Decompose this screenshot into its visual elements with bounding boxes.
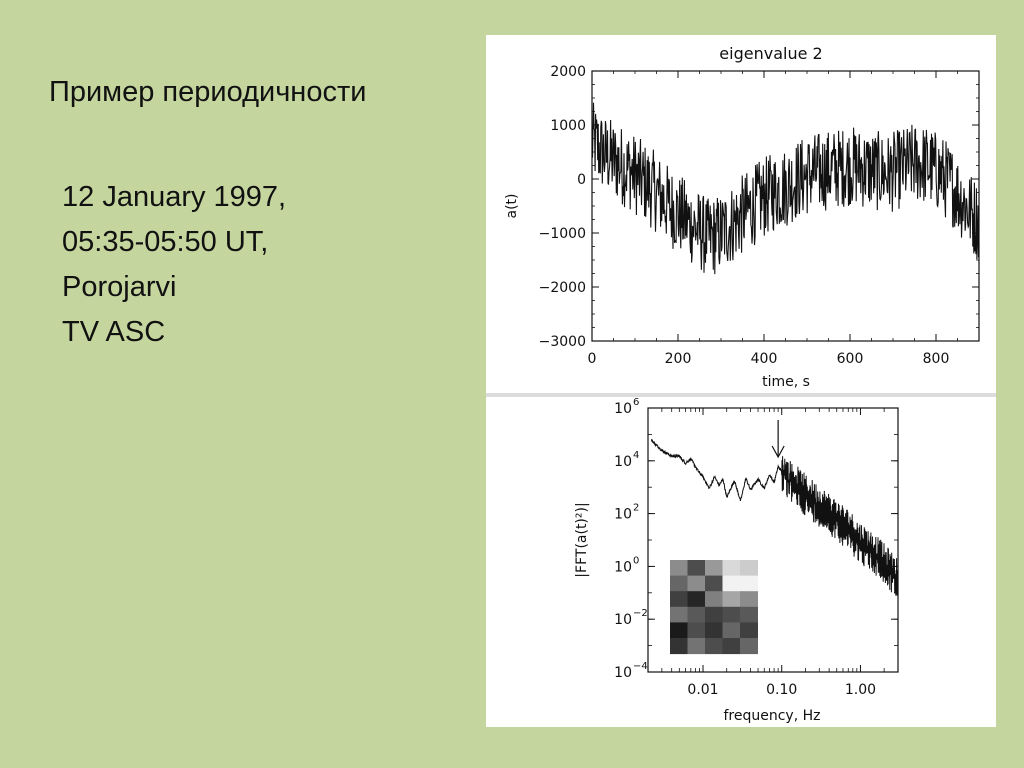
y-tick-label: −2000 [539,280,586,296]
inset-pixel [687,591,706,608]
y-tick-label: −1000 [539,226,586,242]
inset-pixel [722,591,741,608]
x-tick-label: 0.01 [687,682,718,698]
inset-pixel [687,622,706,639]
event-station: Porojarvi [62,271,177,303]
figure-separator [486,393,996,397]
inset-pixel [670,638,688,655]
spectrum-line [650,438,899,596]
event-time-range: 05:35-05:50 UT, [62,226,269,258]
spectrum-xlabel: frequency, Hz [724,708,821,724]
inset-pixel [705,606,723,623]
x-tick-label: 600 [837,351,864,367]
inset-pixel [670,575,688,592]
inset-pixel [722,606,741,623]
y-tick-label: 10 [614,665,632,681]
event-instrument: TV ASC [62,316,166,348]
time-series-ticks [591,70,980,342]
time-series-y-tick-labels: 2000 1000 0 −1000 −2000 −3000 [539,64,586,350]
inset-pixel [687,575,706,592]
y-tick-label: 1000 [550,118,586,134]
inset-pixel [722,560,741,577]
inset-pixel [687,560,706,577]
inset-pixel [705,591,723,608]
time-series-xlabel: time, s [762,374,810,390]
time-series-ylabel: a(t) [504,194,520,219]
inset-pixel [670,591,688,608]
inset-pixel [670,622,688,639]
y-tick-label: 2000 [550,64,586,80]
spectrum-ticks [648,407,898,673]
inset-pixel [740,575,758,592]
peak-arrow-head [771,445,785,459]
inset-pixel [705,622,723,639]
time-series-title: eigenvalue 2 [719,44,822,63]
slide-title: Пример периодичности [49,76,367,108]
y-tick-exponent: 6 [633,397,639,408]
inset-pixel [722,638,741,655]
inset-pixel [740,560,758,577]
y-tick-exponent: −4 [633,661,648,672]
inset-pixel [740,622,758,639]
inset-pixel [722,622,741,639]
inset-pixel [705,560,723,577]
inset-pixel [740,591,758,608]
y-tick-label: 0 [577,172,586,188]
inset-pixel [740,606,758,623]
x-tick-label: 0.10 [766,682,797,698]
y-tick-label: 10 [614,612,632,628]
x-tick-label: 800 [923,351,950,367]
x-tick-label: 400 [751,351,778,367]
y-tick-exponent: 2 [633,503,639,514]
y-tick-exponent: 4 [633,450,639,461]
peak-arrow-icon [771,420,785,459]
y-tick-label: 10 [614,454,632,470]
x-tick-label: 200 [665,351,692,367]
inset-pixel [670,606,688,623]
y-tick-exponent: 0 [633,555,639,566]
y-tick-label: 10 [614,559,632,575]
inset-pixel [740,638,758,655]
inset-pixel [705,638,723,655]
inset-pixel [705,575,723,592]
spectrum-x-tick-labels: 0.01 0.10 1.00 [687,682,876,698]
inset-pixel [687,606,706,623]
x-tick-label: 1.00 [845,682,876,698]
inset-pixel [722,575,741,592]
event-info: 12 January 1997, 05:35-05:50 UT, Porojar… [62,175,286,355]
event-date: 12 January 1997, [62,181,287,213]
y-tick-label: 10 [614,507,632,523]
y-tick-label: 10 [614,401,632,417]
y-tick-exponent: −2 [633,608,648,619]
spectrum-ylabel: |FFT(a(t)²)| [574,502,590,577]
inset-pixel [670,560,688,577]
inset-pixel [687,638,706,655]
y-tick-label: −3000 [539,334,586,350]
time-series-line [591,102,980,275]
x-tick-label: 0 [588,351,597,367]
inset-pixel-image [670,560,758,655]
time-series-x-tick-labels: 0 200 400 600 800 [588,351,950,367]
